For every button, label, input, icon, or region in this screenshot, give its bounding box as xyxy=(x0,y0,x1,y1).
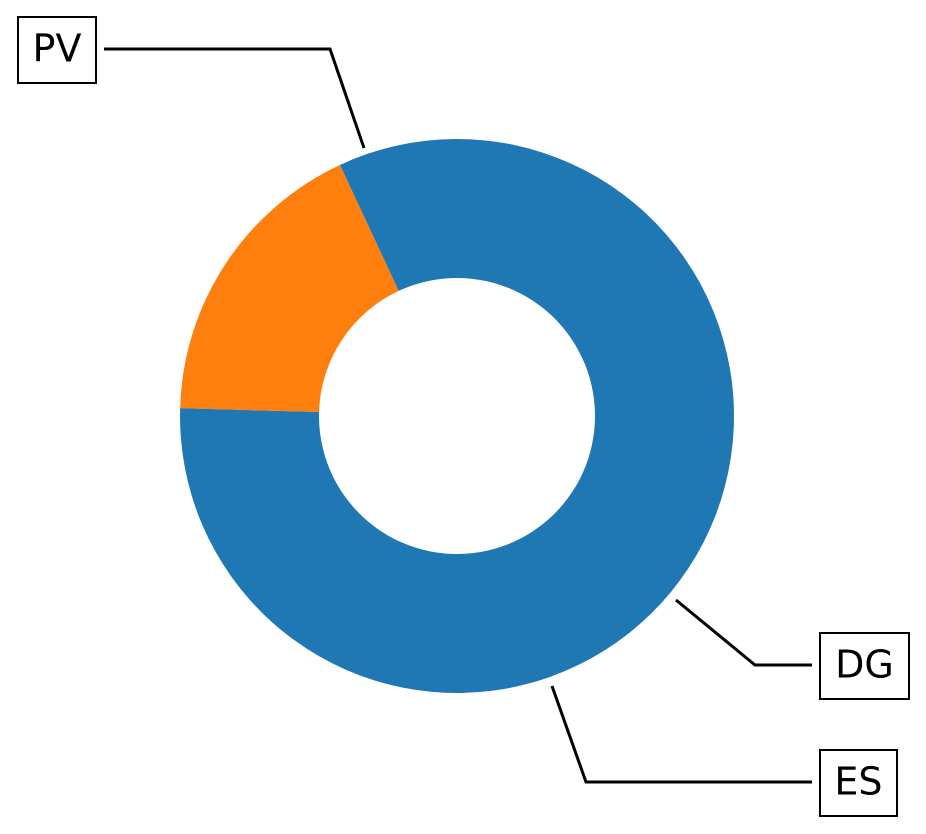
label-pv: PV xyxy=(33,27,82,71)
slice-es xyxy=(180,164,399,413)
label-box-dg xyxy=(819,632,910,700)
label-box-es xyxy=(819,749,898,817)
leader-line-pv xyxy=(104,47,366,149)
label-es: ES xyxy=(834,760,882,804)
slice-pv xyxy=(180,138,734,693)
donut-slices xyxy=(180,138,734,693)
slice-labels: PV DG ES xyxy=(17,16,910,817)
leader-line-dg xyxy=(675,598,812,667)
label-box-pv xyxy=(17,16,97,84)
leader-line-es xyxy=(550,685,812,784)
leader-lines xyxy=(104,47,812,784)
label-dg: DG xyxy=(835,643,894,687)
